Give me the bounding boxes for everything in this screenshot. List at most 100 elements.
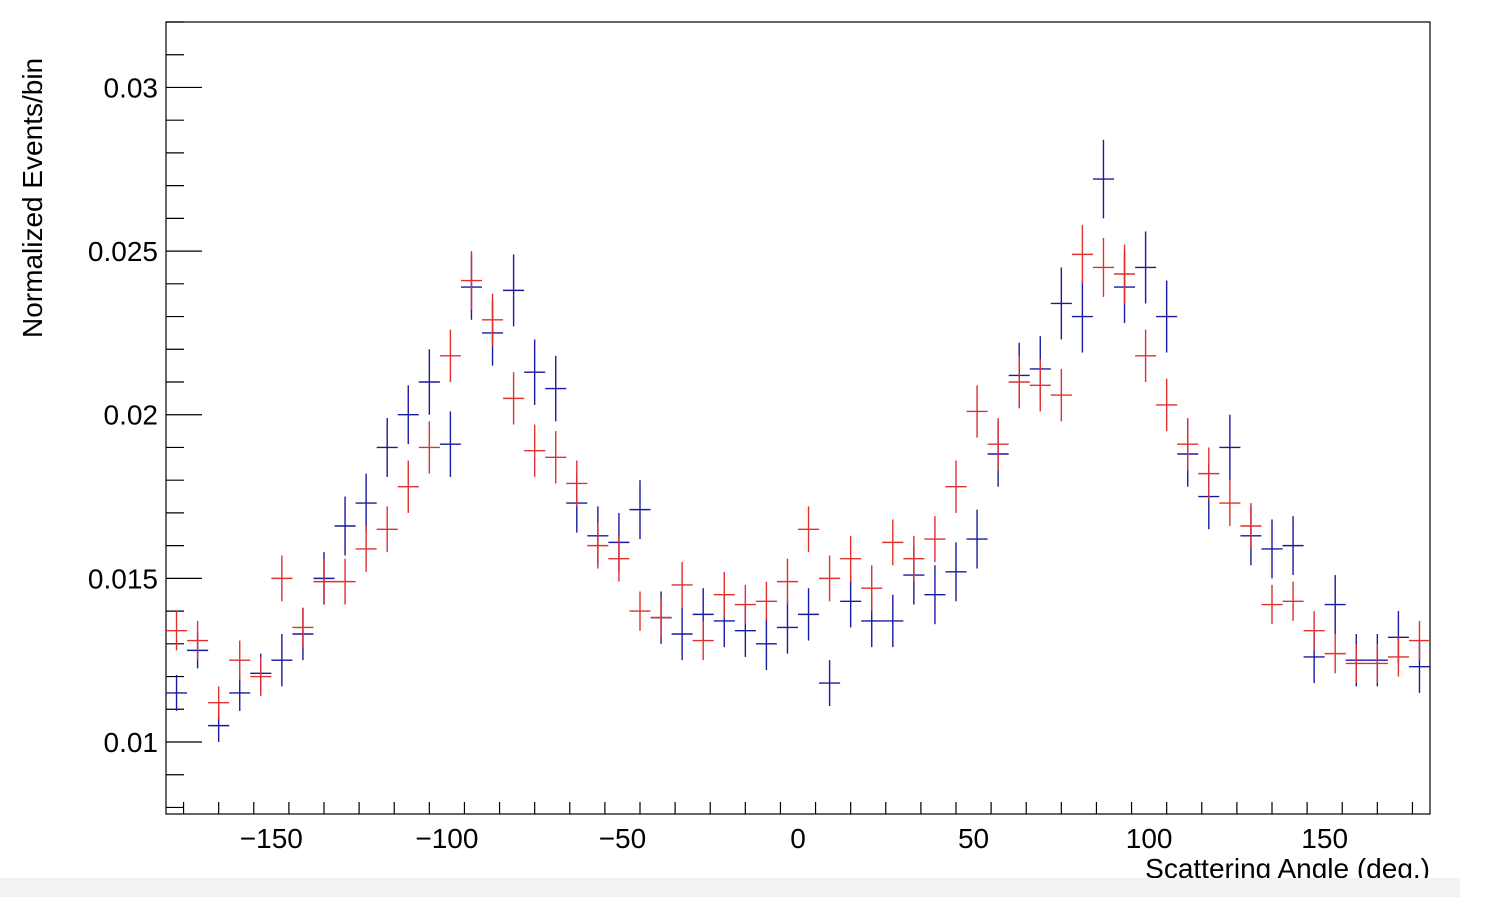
x-tick-label: −100 <box>415 823 478 854</box>
data-point <box>713 571 735 618</box>
data-point <box>1177 418 1199 471</box>
data-point <box>166 611 188 651</box>
data-point <box>861 565 883 612</box>
data-point <box>1114 244 1136 304</box>
data-point <box>545 355 567 422</box>
data-point <box>924 516 946 562</box>
data-point <box>334 496 356 556</box>
data-point <box>629 591 651 631</box>
data-point <box>229 674 251 711</box>
data-point <box>776 558 798 605</box>
data-point <box>945 542 967 602</box>
data-series <box>166 139 1430 742</box>
data-point <box>882 519 904 566</box>
x-tick-label: 150 <box>1301 823 1348 854</box>
data-point <box>966 509 988 569</box>
y-axis: 0.01 0.015 0.02 0.025 0.03 <box>88 21 202 809</box>
data-point <box>840 575 862 628</box>
data-point <box>608 535 630 582</box>
y-tick-label: 0.01 <box>104 727 159 758</box>
data-point <box>1324 634 1346 674</box>
data-point <box>755 581 777 621</box>
data-point <box>1345 643 1367 684</box>
data-point <box>840 535 862 582</box>
data-point <box>482 293 504 346</box>
x-axis: −150 −100 −50 0 50 100 150 <box>182 802 1414 854</box>
data-point <box>397 460 419 513</box>
data-point <box>819 660 841 706</box>
data-point <box>250 656 272 697</box>
data-point <box>376 506 398 553</box>
data-point <box>503 372 525 425</box>
data-point <box>629 480 651 540</box>
data-point <box>524 424 546 477</box>
data-point <box>987 418 1009 471</box>
data-point <box>418 421 440 474</box>
data-point <box>671 562 693 608</box>
data-point <box>798 506 820 553</box>
data-point <box>524 339 546 405</box>
data-point <box>1261 584 1283 625</box>
data-point <box>1008 355 1030 409</box>
data-point <box>671 607 693 661</box>
data-point <box>924 565 946 625</box>
data-point <box>1324 575 1346 634</box>
data-point <box>734 584 756 625</box>
data-point <box>1387 637 1409 677</box>
data-point <box>1092 139 1114 219</box>
y-axis-title: Normalized Events/bin <box>17 58 48 338</box>
plot-frame <box>165 21 1431 815</box>
data-point <box>650 598 672 638</box>
series-2 <box>166 224 1430 720</box>
series-1 <box>166 139 1430 742</box>
data-point <box>355 526 377 572</box>
y-tick-label: 0.03 <box>104 72 159 103</box>
data-point <box>819 555 841 602</box>
data-point <box>439 329 461 382</box>
data-point <box>1135 329 1157 382</box>
data-point <box>1071 224 1093 284</box>
data-point <box>503 254 525 327</box>
data-point <box>903 535 925 582</box>
data-point <box>292 607 314 648</box>
data-point <box>355 473 377 533</box>
data-point <box>1050 368 1072 422</box>
bottom-strip <box>0 878 1460 897</box>
data-point <box>776 601 798 654</box>
data-point <box>271 555 293 602</box>
data-point <box>1029 359 1051 412</box>
x-tick-label: −50 <box>599 823 647 854</box>
data-point <box>313 558 335 605</box>
data-point <box>692 620 714 661</box>
data-point <box>545 431 567 484</box>
data-point <box>1261 519 1283 579</box>
data-point <box>882 594 904 648</box>
data-point <box>376 418 398 477</box>
y-tick-label: 0.015 <box>88 563 158 594</box>
data-point <box>1156 280 1178 353</box>
data-point <box>798 588 820 641</box>
data-point <box>1282 581 1304 621</box>
data-point <box>397 385 419 445</box>
data-point <box>229 640 251 680</box>
data-point <box>566 460 588 507</box>
data-point <box>945 460 967 513</box>
data-point <box>1092 238 1114 297</box>
data-point <box>1135 231 1157 304</box>
data-point <box>1282 516 1304 576</box>
data-point <box>1156 378 1178 432</box>
data-point <box>1219 414 1241 481</box>
data-point <box>1050 267 1072 340</box>
data-point <box>271 634 293 687</box>
data-point <box>966 385 988 438</box>
data-point <box>1198 447 1220 500</box>
y-tick-label: 0.02 <box>104 400 159 431</box>
data-point <box>208 686 230 720</box>
x-tick-label: −150 <box>240 823 303 854</box>
x-tick-label: 50 <box>958 823 989 854</box>
data-point <box>460 251 482 310</box>
data-point <box>1219 480 1241 526</box>
x-tick-label: 100 <box>1126 823 1173 854</box>
x-tick-label: 0 <box>790 823 806 854</box>
